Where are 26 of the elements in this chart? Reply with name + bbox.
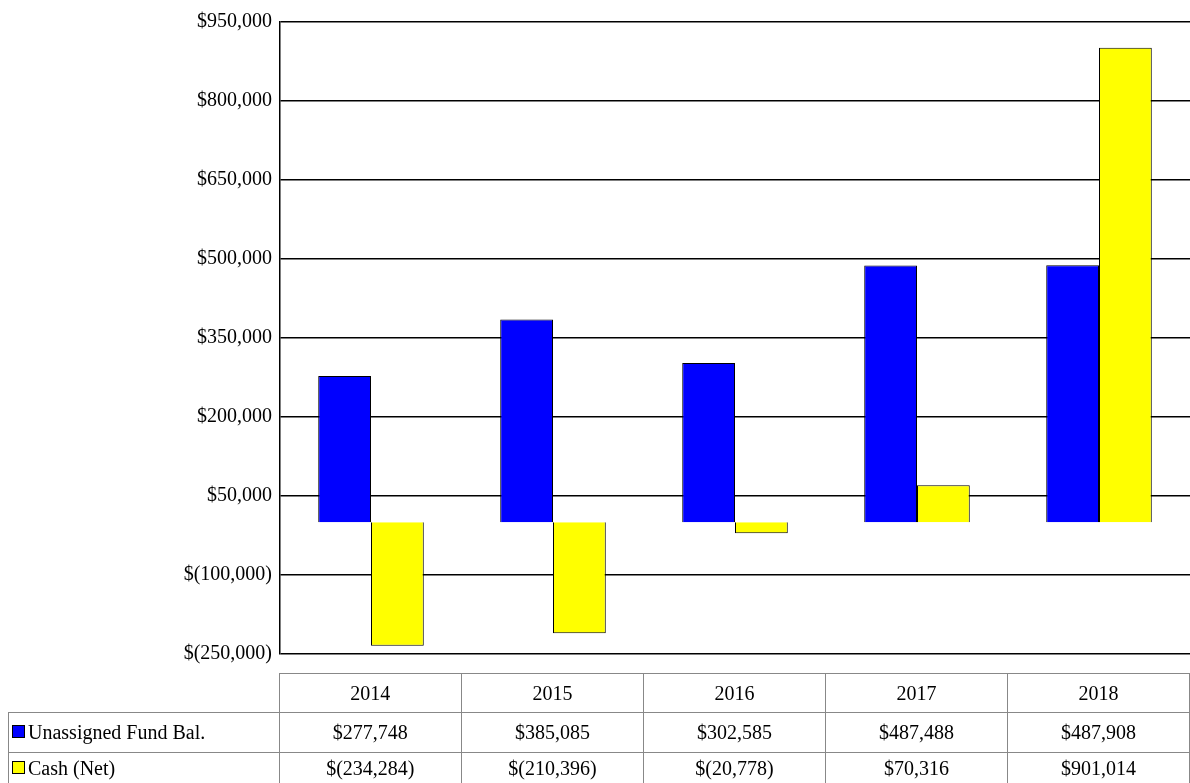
data-label: $385,085 bbox=[461, 712, 644, 753]
x-tick-label: 2015 bbox=[461, 673, 644, 713]
y-tick-label: $(250,000) bbox=[183, 641, 272, 665]
data-label: $(20,778) bbox=[643, 752, 826, 783]
y-tick-label: $50,000 bbox=[207, 483, 272, 506]
data-label: $901,014 bbox=[1007, 752, 1190, 783]
data-label: $277,748 bbox=[279, 712, 462, 753]
x-tick-label: 2017 bbox=[825, 673, 1008, 713]
legend-label: Cash (Net) bbox=[8, 752, 280, 783]
x-tick-label: 2016 bbox=[643, 673, 826, 713]
y-tick-label: $800,000 bbox=[197, 88, 272, 111]
y-tick-label: $650,000 bbox=[197, 167, 272, 190]
x-tick-label: 2018 bbox=[1007, 673, 1190, 713]
y-tick-label: $350,000 bbox=[197, 325, 272, 348]
data-label: $302,585 bbox=[643, 712, 826, 753]
data-label: $487,908 bbox=[1007, 712, 1190, 753]
data-label: $487,488 bbox=[825, 712, 1008, 753]
y-tick-label: $(100,000) bbox=[183, 562, 272, 586]
y-tick-label: $500,000 bbox=[197, 246, 272, 269]
data-label: $70,316 bbox=[825, 752, 1008, 783]
data-label: $(210,396) bbox=[461, 752, 644, 783]
x-tick-label: 2014 bbox=[279, 673, 462, 713]
y-tick-label: $200,000 bbox=[197, 404, 272, 427]
y-tick-label: $950,000 bbox=[197, 9, 272, 32]
data-label: $(234,284) bbox=[279, 752, 462, 783]
legend-label: Unassigned Fund Bal. bbox=[8, 712, 280, 753]
